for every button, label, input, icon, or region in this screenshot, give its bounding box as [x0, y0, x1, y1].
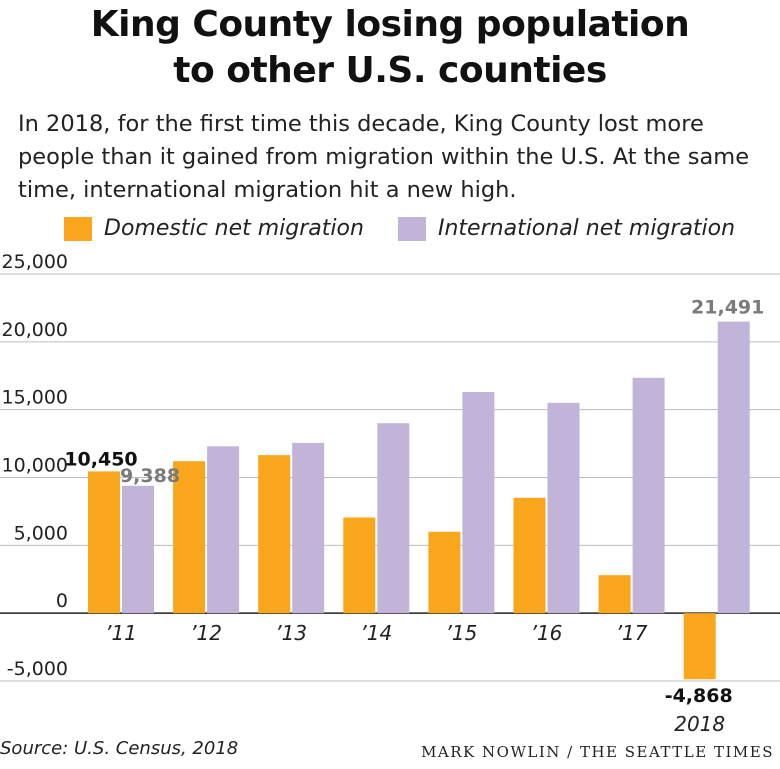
bar-domestic [428, 531, 461, 614]
x-tick-label: ’17 [616, 621, 648, 645]
bar-domestic [258, 455, 291, 614]
y-tick-label: -5,000 [7, 658, 68, 680]
bar-international [717, 321, 750, 614]
title-line-2: to other U.S. counties [173, 50, 607, 91]
x-tick-label: ’15 [445, 621, 477, 645]
data-label: 10,450 [64, 448, 137, 470]
bar-domestic [173, 461, 206, 614]
bar-international [377, 423, 410, 614]
legend-swatch-international [398, 216, 426, 241]
credit-line: MARK NOWLIN / THE SEATTLE TIMES [421, 743, 774, 761]
legend-label-international: International net migration [438, 216, 736, 241]
data-label: -4,868 [665, 685, 733, 707]
data-label: 21,491 [691, 297, 764, 319]
source-note: Source: U.S. Census, 2018 [0, 738, 239, 759]
chart-title: King County losing population to other U… [0, 2, 780, 94]
x-tick-label: ’14 [360, 621, 392, 645]
y-tick-label: 15,000 [2, 387, 68, 409]
bar-domestic [683, 613, 716, 680]
x-tick-label: 2018 [674, 712, 725, 736]
bar-international [292, 442, 325, 614]
y-tick-label: 10,000 [2, 455, 68, 477]
bar-domestic [343, 517, 376, 614]
legend-item-domestic: Domestic net migration [64, 216, 364, 241]
legend-swatch-domestic [64, 216, 92, 241]
y-tick-label: 5,000 [14, 522, 68, 544]
bar-domestic [598, 575, 631, 614]
x-tick-label: ’11 [105, 621, 137, 645]
bar-international [462, 392, 495, 614]
x-tick-label: ’13 [275, 621, 307, 645]
legend-item-international: International net migration [398, 216, 735, 241]
bar-international [632, 377, 665, 614]
legend: Domestic net migration International net… [0, 216, 780, 246]
y-tick-label: 20,000 [2, 319, 68, 341]
legend-label-domestic: Domestic net migration [104, 216, 364, 241]
bar-international [122, 485, 154, 614]
title-line-1: King County losing population [90, 4, 690, 45]
chart-subtitle: In 2018, for the first time this decade,… [18, 111, 750, 203]
y-tick-label: 0 [56, 590, 68, 612]
bar-international [547, 402, 580, 614]
x-tick-label: ’16 [531, 621, 563, 645]
bar-domestic [513, 497, 546, 614]
y-tick-label: 25,000 [2, 251, 68, 273]
bar-domestic [88, 471, 120, 614]
data-label: 9,388 [120, 465, 180, 487]
bar-international [207, 446, 240, 614]
x-tick-label: ’12 [190, 621, 222, 645]
